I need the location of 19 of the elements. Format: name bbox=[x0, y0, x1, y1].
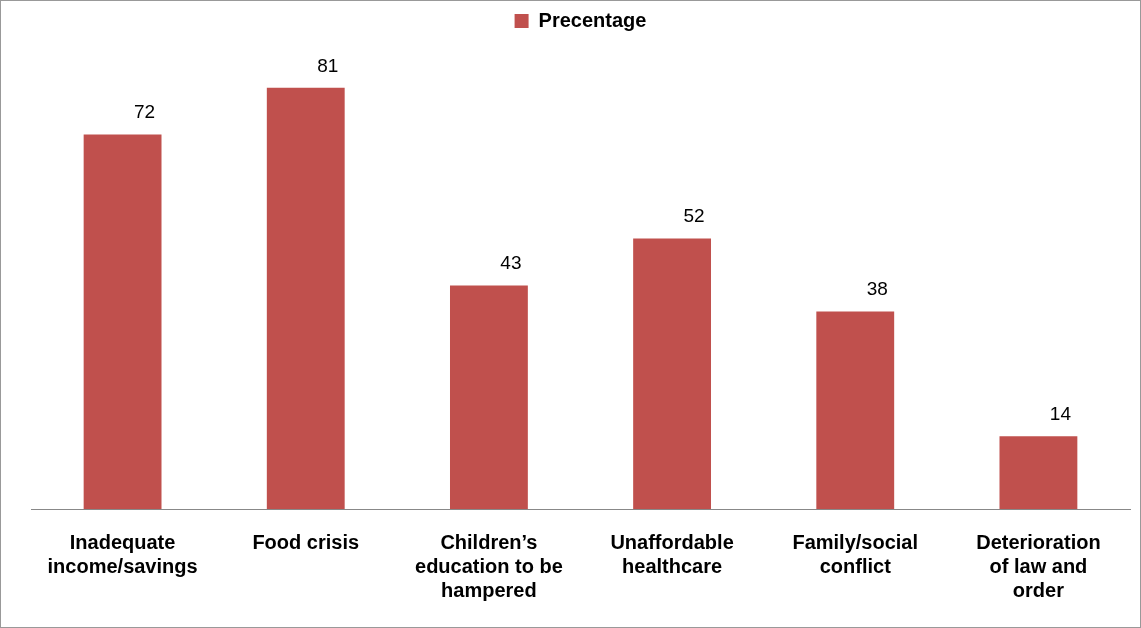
x-tick-label: Unaffordable healthcare bbox=[610, 530, 734, 577]
bar bbox=[449, 285, 528, 509]
x-tick-label: Family/social conflict bbox=[792, 530, 919, 577]
data-label: 72 bbox=[134, 101, 156, 123]
bar bbox=[83, 134, 162, 509]
bar bbox=[816, 311, 895, 509]
data-label: 81 bbox=[317, 54, 339, 76]
data-label: 52 bbox=[683, 205, 705, 227]
x-tick-label: Children’s education to be hampered bbox=[415, 530, 563, 601]
data-label: 14 bbox=[1049, 402, 1072, 424]
bar bbox=[266, 87, 345, 509]
data-label: 43 bbox=[500, 252, 522, 274]
bar bbox=[999, 436, 1078, 509]
x-tick-label: Deterioration of law and order bbox=[976, 530, 1101, 601]
x-tick-label: Food crisis bbox=[252, 530, 360, 553]
legend-label: Precentage bbox=[538, 8, 647, 31]
bar bbox=[633, 238, 712, 509]
x-tick-label: Inadequate income/savings bbox=[47, 530, 198, 577]
data-label: 38 bbox=[866, 278, 888, 300]
